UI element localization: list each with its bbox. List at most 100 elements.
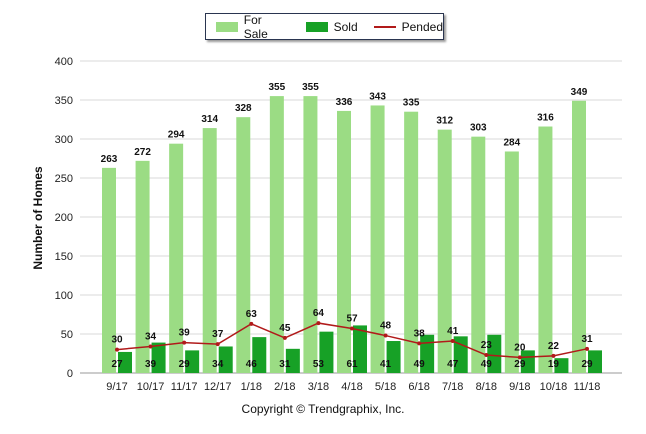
data-label-sold: 29: [179, 359, 191, 370]
pended-line: [115, 321, 589, 360]
legend-swatch-pended: [373, 25, 396, 28]
bar-sold: [487, 334, 502, 373]
bar-for-sale: [370, 105, 385, 374]
bar-for-sale: [303, 96, 318, 373]
bar-for-sale: [169, 143, 184, 373]
data-label-for-sale: 343: [369, 91, 386, 102]
bar-sold: [319, 331, 334, 373]
x-tick-label: 9/18: [509, 381, 530, 393]
data-label-pended: 22: [548, 341, 560, 352]
y-tick-label: 0: [67, 368, 73, 380]
data-label-sold: 41: [380, 359, 392, 370]
x-tick-label: 10/17: [137, 381, 165, 393]
bar-for-sale: [202, 128, 217, 373]
point-pended: [417, 341, 422, 346]
bar-sold: [353, 325, 367, 373]
data-label-pended: 30: [111, 335, 123, 346]
legend-sold: Sold: [305, 19, 358, 34]
legend-label-sold: Sold: [333, 19, 358, 34]
data-label-sold: 61: [346, 359, 358, 370]
x-tick-label: 5/18: [375, 381, 396, 393]
data-label-pended: 20: [514, 342, 526, 353]
bar-sold: [420, 334, 435, 373]
y-tick-label: 350: [55, 95, 73, 107]
bar-for-sale: [337, 110, 351, 374]
bar-sold: [218, 346, 233, 373]
data-label-for-sale: 263: [101, 154, 118, 165]
data-label-for-sale: 335: [403, 98, 420, 109]
y-tick-label: 300: [55, 134, 73, 146]
data-label-pended: 45: [279, 323, 291, 334]
x-tick-label: 10/18: [540, 381, 568, 393]
point-pended: [282, 335, 287, 340]
legend-pended: Pended: [373, 20, 443, 34]
legend-swatch-for-sale: [216, 21, 238, 32]
y-tick-label: 100: [55, 290, 73, 302]
bar-sold: [118, 351, 132, 373]
data-label-sold: 27: [111, 359, 123, 370]
bar-for-sale: [404, 111, 419, 373]
data-label-pended: 41: [447, 326, 459, 337]
x-tick-label: 9/17: [106, 381, 127, 393]
data-label-for-sale: 284: [504, 137, 521, 148]
bar-for-sale: [572, 100, 586, 373]
point-pended: [316, 321, 321, 326]
data-label-pended: 34: [145, 331, 157, 342]
x-tick-label: 3/18: [308, 381, 329, 393]
data-label-sold: 29: [581, 359, 593, 370]
point-pended: [450, 339, 455, 344]
data-label-sold: 47: [447, 359, 459, 370]
data-label-pended: 64: [313, 308, 325, 319]
point-pended: [350, 326, 354, 331]
data-label-sold: 49: [481, 359, 493, 370]
data-label-pended: 23: [481, 340, 493, 351]
bar-sold: [252, 337, 267, 373]
data-label-for-sale: 272: [134, 147, 151, 158]
bar-sold: [151, 342, 166, 373]
y-tick-label: 400: [55, 56, 73, 68]
y-tick-label: 250: [55, 173, 73, 185]
data-label-sold: 19: [548, 359, 560, 370]
x-tick-label: 11/17: [171, 381, 198, 393]
y-tick-label: 50: [61, 329, 73, 341]
data-label-for-sale: 355: [302, 82, 319, 93]
bar-for-sale: [437, 129, 452, 373]
data-label-pended: 38: [414, 328, 426, 339]
point-pended: [115, 347, 119, 352]
bar-for-sale: [538, 126, 553, 374]
x-tick-label: 8/18: [476, 381, 497, 393]
data-label-sold: 31: [279, 359, 291, 370]
legend-swatch-sold: [305, 21, 328, 32]
bars: [102, 96, 602, 374]
data-label-sold: 46: [246, 359, 258, 370]
x-axis-ticks: 9/17 10/17 11/17 12/17 1/18 2/18 3/18 4/18 5/18 6…: [106, 381, 600, 393]
data-label-for-sale: 294: [168, 130, 185, 141]
point-pended: [517, 355, 522, 360]
y-tick-label: 200: [55, 212, 73, 224]
y-axis-ticks: 0 50 100 150 200 250 300 350 400: [55, 56, 73, 380]
bar-sold: [588, 350, 602, 373]
data-label-for-sale: 303: [470, 123, 487, 134]
point-pended: [148, 344, 153, 349]
point-pended: [585, 346, 589, 351]
x-tick-label: 7/18: [442, 381, 463, 393]
legend-label-for-sale: For Sale: [243, 12, 268, 41]
data-label-for-sale: 336: [336, 97, 353, 108]
legend-for-sale: For Sale: [216, 13, 289, 41]
data-label-pended: 57: [346, 314, 358, 325]
bar-sold: [285, 348, 300, 373]
data-label-for-sale: 316: [537, 113, 554, 124]
bar-sold: [520, 350, 535, 373]
data-label-pended: 48: [380, 321, 392, 332]
point-pended: [484, 353, 489, 358]
data-label-pended: 37: [212, 329, 224, 340]
bar-for-sale: [135, 160, 150, 373]
point-pended: [551, 353, 556, 358]
data-label-for-sale: 349: [571, 87, 588, 98]
data-label-sold: 29: [514, 359, 526, 370]
x-tick-label: 6/18: [408, 381, 429, 393]
x-tick-label: 11/18: [574, 381, 601, 393]
point-pended: [215, 342, 220, 347]
data-label-for-sale: 312: [436, 116, 453, 127]
